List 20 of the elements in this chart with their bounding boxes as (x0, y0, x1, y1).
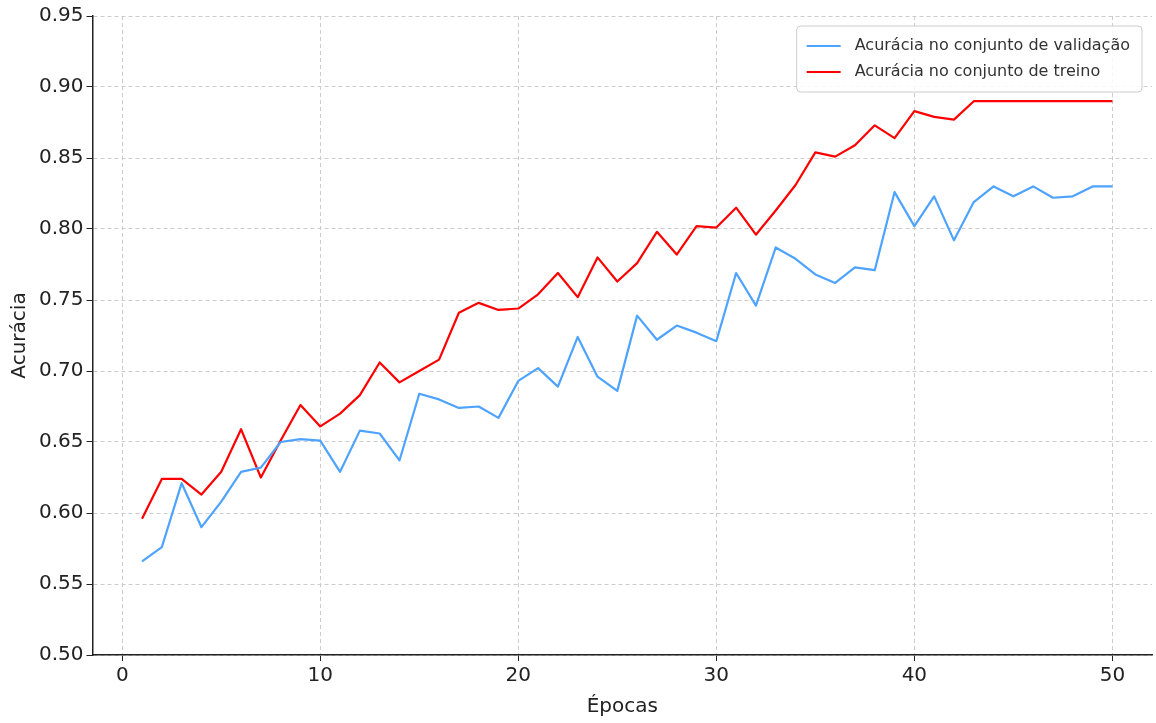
x-tick-label: 10 (307, 662, 333, 687)
y-tick-label: 0.50 (39, 641, 84, 666)
y-tick-label: 0.70 (39, 357, 84, 382)
x-tick-label: 20 (505, 662, 532, 687)
legend-label: Acurácia no conjunto de validação (854, 35, 1131, 55)
y-tick-label: 0.75 (39, 286, 84, 311)
y-tick-label: 0.85 (39, 144, 84, 169)
y-tick-label: 0.95 (39, 2, 84, 27)
x-tick-label: 40 (901, 662, 928, 687)
y-tick-label: 0.55 (39, 570, 84, 595)
x-tick-label: 0 (115, 662, 129, 687)
x-tick-label: 50 (1099, 662, 1126, 687)
y-tick-label: 0.80 (39, 215, 84, 240)
x-axis-title: Épocas (586, 693, 658, 718)
y-tick-label: 0.65 (39, 428, 84, 453)
y-tick-label: 0.90 (39, 73, 84, 98)
legend-label: Acurácia no conjunto de treino (854, 61, 1101, 81)
x-tick-label: 30 (703, 662, 730, 687)
y-axis-title: Acurácia (6, 292, 31, 379)
y-tick-label: 0.60 (39, 499, 84, 524)
